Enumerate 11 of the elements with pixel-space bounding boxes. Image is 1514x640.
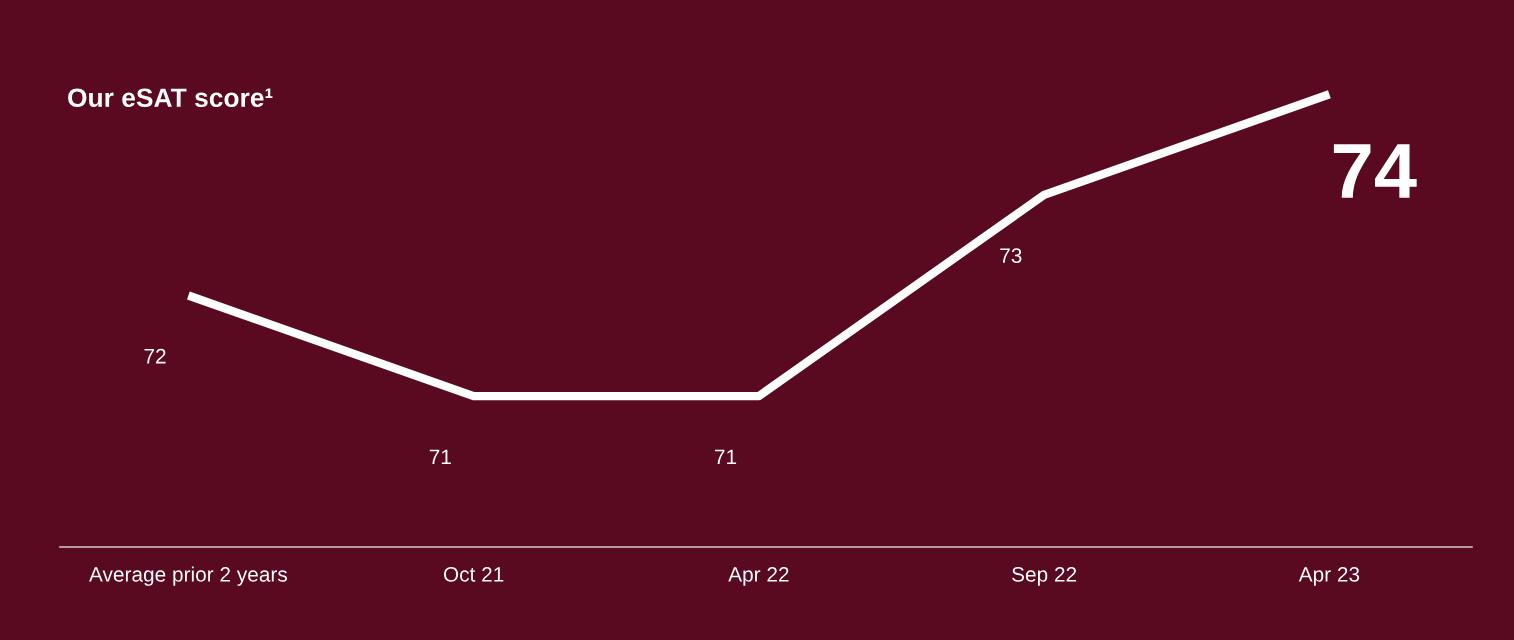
data-label: 73 bbox=[1000, 248, 1022, 263]
chart-title: Our eSAT score¹ bbox=[68, 88, 273, 108]
x-tick-label: Average prior 2 years bbox=[89, 566, 288, 586]
x-tick-label: Sep 22 bbox=[1012, 566, 1077, 586]
data-label: 72 bbox=[144, 348, 166, 364]
data-label: 71 bbox=[429, 449, 451, 464]
x-tick-label: Apr 22 bbox=[728, 566, 789, 586]
x-tick-label: Apr 23 bbox=[1298, 566, 1360, 586]
data-label: 71 bbox=[715, 449, 737, 464]
data-label: 74 bbox=[1333, 144, 1417, 198]
x-tick-label: Oct 21 bbox=[443, 566, 504, 582]
